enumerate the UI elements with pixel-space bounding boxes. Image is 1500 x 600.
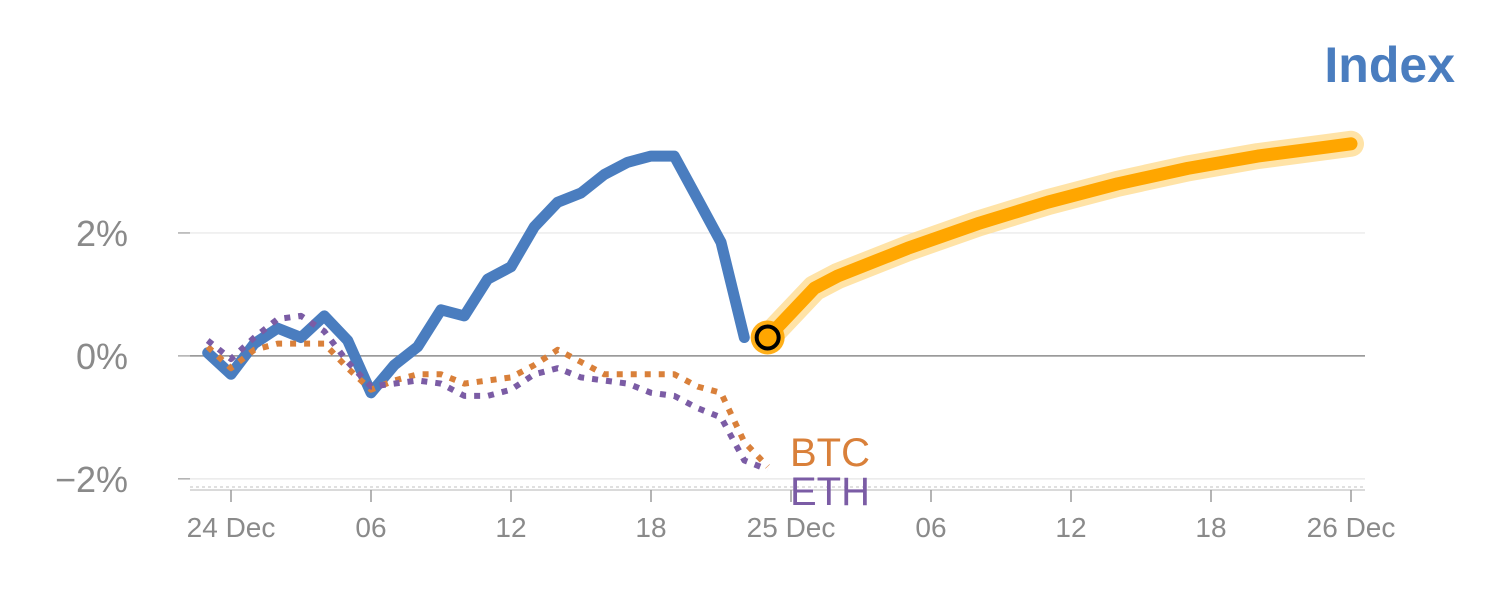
grid-layer [190,232,1365,488]
y-tick-label: −2% [55,459,128,500]
x-tick-label: 26 Dec [1307,512,1396,543]
chart-title: Index [1324,37,1455,93]
series-label-btc: BTC [790,431,870,475]
y-tick-label: 0% [76,336,128,377]
x-tick-label: 25 Dec [747,512,836,543]
series-line-btc [205,340,770,469]
x-tick-label: 06 [355,512,386,543]
axis-layer: 2% 0% −2% 24 Dec 06 12 18 25 Dec 06 12 18 26 Dec [55,213,1395,543]
index-line [202,150,750,399]
series-line-eth [205,312,769,473]
marker-layer [750,320,785,355]
forecast-band [754,130,1364,351]
x-tick-label: 18 [1195,512,1226,543]
series-label-eth: ETH [790,470,870,514]
forecast-line [761,137,1358,344]
y-tick-label: 2% [76,213,128,254]
x-tick-label: 12 [495,512,526,543]
x-tick-label: 24 Dec [187,512,276,543]
series-layer [202,130,1364,473]
current-point-marker [754,324,781,351]
x-tick-label: 18 [635,512,666,543]
x-tick-label: 06 [915,512,946,543]
x-tick-label: 12 [1055,512,1086,543]
